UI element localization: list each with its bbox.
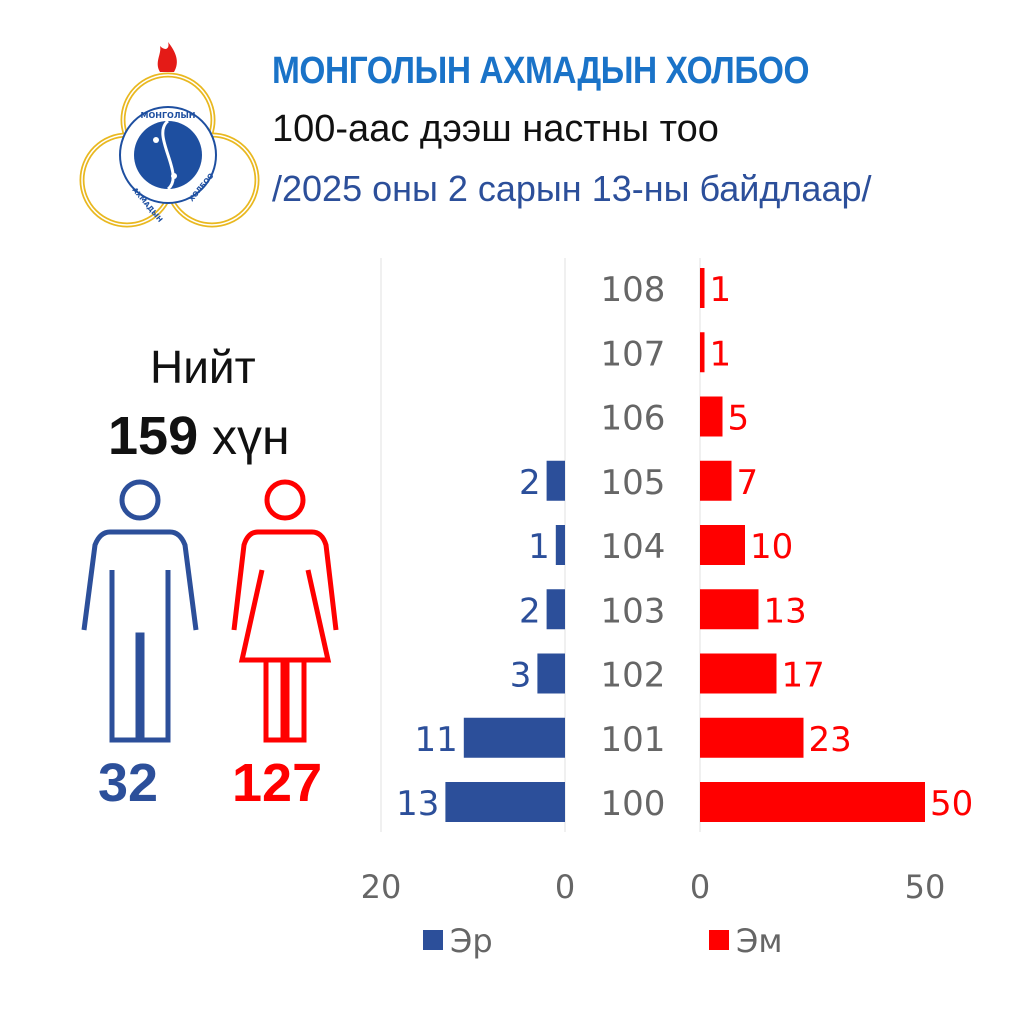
- male-bar: [463, 717, 565, 758]
- legend-male-swatch: [423, 930, 443, 950]
- male-bar: [537, 653, 565, 694]
- female-data-label: 23: [809, 720, 852, 760]
- male-bar: [445, 782, 565, 822]
- female-data-label: 17: [782, 656, 825, 696]
- male-count: 32: [98, 753, 159, 813]
- category-label: 107: [601, 334, 666, 374]
- female-bar: [700, 717, 804, 758]
- female-data-label: 1: [710, 270, 732, 310]
- total-line: 159 хүн: [108, 405, 290, 467]
- female-bar: [700, 460, 732, 501]
- category-label: 104: [601, 527, 666, 567]
- total-value: 159: [108, 406, 199, 466]
- female-bar: [700, 268, 705, 308]
- legend-female-swatch: [709, 930, 729, 950]
- flame-icon: [157, 42, 177, 72]
- female-data-label: 5: [728, 399, 750, 439]
- female-bar: [700, 332, 705, 373]
- male-bar: [546, 460, 565, 501]
- female-count: 127: [232, 753, 323, 813]
- total-label: Нийт: [150, 341, 256, 393]
- logo: МОНГОЛЫН АХМАДЫН ХОЛБОО: [79, 42, 260, 228]
- female-data-label: 7: [737, 463, 759, 503]
- male-bar: [555, 525, 565, 565]
- chart-subtitle: /2025 оны 2 сарын 13-ны байдлаар/: [272, 168, 872, 209]
- male-icon: [81, 479, 199, 743]
- female-bar: [700, 396, 723, 437]
- category-label: 100: [601, 784, 666, 824]
- male-axis-tick: 20: [361, 868, 402, 906]
- female-bar: [700, 653, 777, 694]
- female-bar: [700, 525, 745, 565]
- category-label: 101: [601, 720, 666, 760]
- female-data-label: 13: [764, 591, 807, 631]
- male-data-label: 1: [528, 527, 550, 567]
- female-data-label: 50: [930, 784, 973, 824]
- category-label: 106: [601, 399, 666, 439]
- gender-icons: [81, 479, 339, 743]
- legend-female-label: Эм: [736, 922, 782, 960]
- total-unit: хүн: [212, 409, 290, 465]
- category-label: 105: [601, 463, 666, 503]
- male-axis-tick: 0: [555, 868, 575, 906]
- category-label: 108: [601, 270, 666, 310]
- org-name: МОНГОЛЫН АХМАДЫН ХОЛБОО: [272, 50, 810, 92]
- female-axis-tick: 0: [690, 868, 710, 906]
- male-data-label: 2: [519, 591, 541, 631]
- svg-text:МОНГОЛЫН: МОНГОЛЫН: [141, 111, 196, 120]
- female-bar: [700, 782, 925, 822]
- female-axis-tick: 50: [905, 868, 946, 906]
- male-bar: [546, 589, 565, 630]
- chart-title: 100-аас дээш настны тоо: [272, 108, 719, 150]
- female-icon: [231, 479, 339, 743]
- male-data-label: 3: [510, 656, 532, 696]
- male-data-label: 11: [415, 720, 458, 760]
- category-label: 102: [601, 656, 666, 696]
- male-data-label: 13: [396, 784, 439, 824]
- female-data-label: 1: [710, 334, 732, 374]
- category-label: 103: [601, 591, 666, 631]
- legend-male-label: Эр: [450, 922, 493, 960]
- female-data-label: 10: [750, 527, 793, 567]
- female-bar: [700, 589, 759, 630]
- male-data-label: 2: [519, 463, 541, 503]
